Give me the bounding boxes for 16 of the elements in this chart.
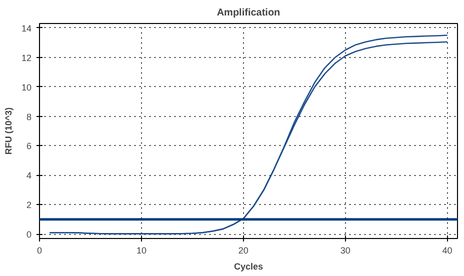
y-tick-label: 2 [26, 200, 32, 210]
x-tick-label: 20 [238, 246, 248, 256]
x-tick-label: 10 [136, 246, 146, 256]
y-tick-label: 8 [26, 112, 32, 122]
chart-title: Amplification [216, 8, 280, 18]
y-tick-label: 6 [26, 141, 32, 152]
y-tick-label: 0 [26, 230, 32, 240]
y-tick-label: 10 [21, 82, 32, 92]
y-tick-label: 12 [21, 52, 32, 63]
y-tick-label: 4 [26, 170, 32, 181]
x-tick-label: 30 [340, 246, 350, 256]
y-tick-label: 14 [21, 23, 32, 34]
x-tick-label: 0 [36, 246, 42, 256]
y-axis-title: RFU (10^3) [3, 107, 14, 155]
x-tick-label: 40 [442, 246, 452, 256]
x-axis-title: Cycles [234, 262, 264, 272]
